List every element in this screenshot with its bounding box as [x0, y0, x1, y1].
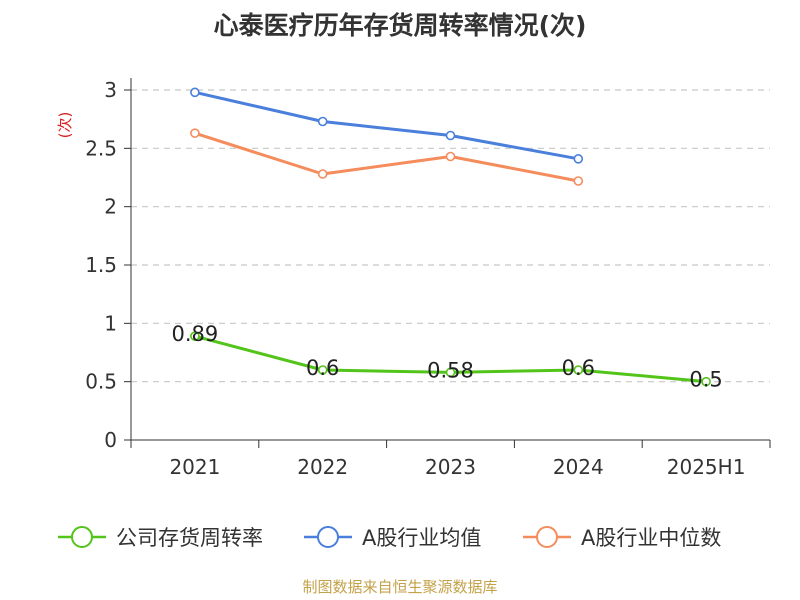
chart-title: 心泰医疗历年存货周转率情况(次) — [213, 11, 587, 40]
data-label: 0.89 — [172, 322, 219, 346]
legend-marker-3 — [536, 526, 558, 548]
data-point-3 — [190, 128, 200, 138]
data-point-1 — [445, 367, 456, 378]
y-tick-label: 2.5 — [85, 136, 117, 160]
data-label: 0.58 — [427, 358, 474, 382]
data-point-2 — [573, 154, 584, 164]
data-point-3 — [317, 169, 328, 179]
y-tick-label: 1 — [104, 311, 117, 335]
series-line-3 — [194, 131, 579, 183]
data-point-1 — [190, 331, 200, 341]
y-axis-label: (次) — [56, 112, 74, 139]
legend-marker-2 — [317, 526, 339, 548]
legend-marker-1 — [71, 526, 93, 548]
data-point-1 — [317, 365, 328, 375]
y-tick-label: 0 — [104, 428, 117, 452]
data-point-1 — [573, 365, 584, 375]
data-point-2 — [445, 130, 456, 141]
data-point-2 — [317, 116, 328, 127]
source-note: 制图数据来自恒生聚源数据库 — [302, 578, 498, 596]
x-tick-label: 2022 — [297, 455, 348, 479]
legend-label-1: 公司存货周转率 — [116, 526, 263, 550]
x-tick-label: 2024 — [553, 455, 604, 479]
y-tick-label: 2 — [104, 195, 117, 219]
x-tick-label: 2021 — [169, 455, 220, 479]
y-tick-label: 3 — [104, 78, 117, 102]
data-point-3 — [573, 176, 584, 186]
data-label: 0.6 — [562, 356, 595, 380]
legend-label-3: A股行业中位数 — [581, 526, 721, 550]
y-tick-label: 1.5 — [85, 253, 117, 277]
data-point-3 — [445, 151, 456, 162]
y-tick-label: 0.5 — [85, 370, 117, 394]
x-tick-label: 2023 — [425, 455, 476, 479]
data-label: 0.6 — [306, 356, 339, 380]
legend-label-2: A股行业均值 — [362, 526, 481, 550]
data-point-1 — [701, 376, 711, 387]
x-tick-label: 2025H1 — [667, 455, 746, 479]
data-point-2 — [190, 87, 200, 98]
data-label: 0.5 — [689, 368, 722, 392]
series-line-2 — [194, 90, 579, 161]
